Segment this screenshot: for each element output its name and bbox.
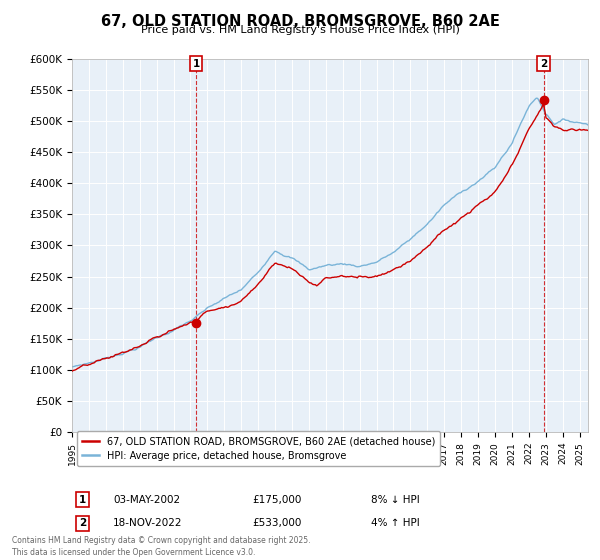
Text: 1: 1 <box>193 59 200 69</box>
Text: 8% ↓ HPI: 8% ↓ HPI <box>371 495 420 505</box>
Text: £533,000: £533,000 <box>253 518 302 528</box>
Text: 1: 1 <box>79 495 86 505</box>
Text: 03-MAY-2002: 03-MAY-2002 <box>113 495 181 505</box>
Text: 18-NOV-2022: 18-NOV-2022 <box>113 518 183 528</box>
Text: 67, OLD STATION ROAD, BROMSGROVE, B60 2AE: 67, OLD STATION ROAD, BROMSGROVE, B60 2A… <box>101 14 499 29</box>
Legend: 67, OLD STATION ROAD, BROMSGROVE, B60 2AE (detached house), HPI: Average price, : 67, OLD STATION ROAD, BROMSGROVE, B60 2A… <box>77 431 440 466</box>
Text: 4% ↑ HPI: 4% ↑ HPI <box>371 518 420 528</box>
Text: 2: 2 <box>540 59 547 69</box>
Text: 2: 2 <box>79 518 86 528</box>
Text: £175,000: £175,000 <box>253 495 302 505</box>
Text: Price paid vs. HM Land Registry's House Price Index (HPI): Price paid vs. HM Land Registry's House … <box>140 25 460 35</box>
Text: Contains HM Land Registry data © Crown copyright and database right 2025.
This d: Contains HM Land Registry data © Crown c… <box>12 536 311 557</box>
